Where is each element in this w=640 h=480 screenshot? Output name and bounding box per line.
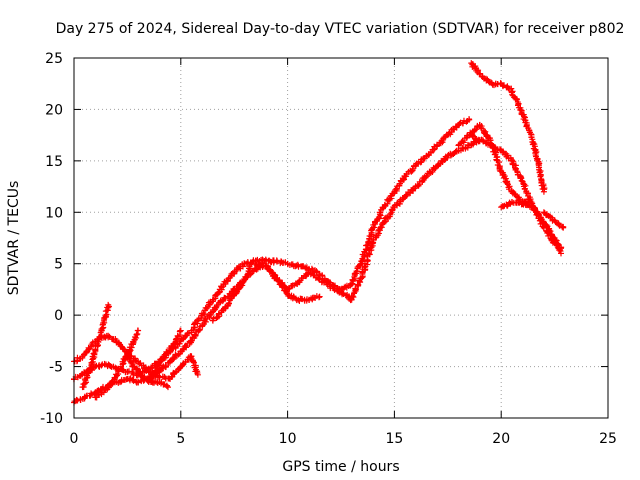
data-point bbox=[449, 125, 456, 132]
data-point bbox=[547, 232, 554, 239]
data-point bbox=[195, 327, 202, 334]
data-point bbox=[252, 260, 259, 267]
series-track-l bbox=[466, 131, 565, 252]
data-point bbox=[530, 204, 537, 211]
data-point bbox=[471, 127, 478, 134]
data-point bbox=[135, 327, 142, 334]
data-point bbox=[381, 201, 388, 208]
data-point bbox=[353, 286, 360, 293]
series-track-i bbox=[252, 260, 323, 304]
data-point bbox=[129, 376, 136, 383]
data-point bbox=[349, 293, 356, 300]
x-tick-label: 10 bbox=[279, 431, 297, 447]
data-point bbox=[88, 359, 95, 366]
data-point bbox=[135, 379, 142, 386]
data-point bbox=[98, 362, 105, 369]
data-point bbox=[216, 289, 223, 296]
series-track-m bbox=[498, 199, 537, 211]
y-tick-label: 15 bbox=[45, 154, 63, 170]
series-track-n bbox=[540, 209, 567, 231]
data-point bbox=[539, 223, 546, 230]
data-point bbox=[114, 367, 121, 374]
y-tick-label: 25 bbox=[45, 51, 63, 67]
data-point bbox=[201, 311, 208, 318]
data-point bbox=[361, 249, 368, 256]
data-point bbox=[560, 224, 567, 231]
data-point bbox=[409, 166, 416, 173]
data-point bbox=[177, 327, 184, 334]
data-point bbox=[378, 223, 385, 230]
x-axis-label: GPS time / hours bbox=[282, 459, 399, 475]
axis-ticks: 0 5 10 15 20 25 -10 -5 0 5 10 15 20 25 bbox=[40, 51, 617, 447]
data-point bbox=[239, 280, 246, 287]
data-point bbox=[408, 168, 415, 175]
data-point bbox=[478, 124, 485, 131]
data-point bbox=[555, 221, 562, 228]
data-point bbox=[187, 338, 194, 345]
data-point bbox=[357, 261, 364, 268]
data-point bbox=[164, 384, 171, 391]
data-point bbox=[279, 284, 286, 291]
data-point bbox=[496, 158, 503, 165]
data-points bbox=[70, 60, 567, 406]
data-point bbox=[486, 141, 493, 148]
y-tick-label: 0 bbox=[54, 308, 63, 324]
data-point bbox=[194, 371, 201, 378]
data-point bbox=[127, 347, 134, 354]
data-point bbox=[466, 116, 473, 123]
data-point bbox=[556, 222, 563, 229]
data-point bbox=[348, 281, 355, 288]
chart-title: Day 275 of 2024, Sidereal Day-to-day VTE… bbox=[56, 21, 625, 37]
x-tick-label: 20 bbox=[492, 431, 510, 447]
data-point bbox=[323, 280, 330, 287]
data-point bbox=[103, 311, 110, 318]
data-point bbox=[105, 301, 112, 308]
y-axis-label: SDTVAR / TECUs bbox=[6, 181, 22, 296]
data-point bbox=[147, 377, 154, 384]
data-point bbox=[92, 346, 99, 353]
data-point bbox=[558, 245, 565, 252]
data-point bbox=[530, 140, 537, 147]
data-point bbox=[460, 139, 467, 146]
data-point bbox=[377, 209, 384, 216]
data-point bbox=[459, 120, 466, 127]
x-tick-label: 15 bbox=[385, 431, 403, 447]
data-point bbox=[190, 358, 197, 365]
data-point bbox=[270, 259, 277, 266]
data-point bbox=[170, 356, 177, 363]
data-point bbox=[558, 250, 565, 257]
y-tick-label: 20 bbox=[45, 102, 63, 118]
data-point bbox=[296, 278, 303, 285]
data-point bbox=[402, 192, 409, 199]
series-track-j bbox=[468, 60, 548, 195]
x-tick-label: 0 bbox=[70, 431, 79, 447]
data-point bbox=[540, 188, 547, 195]
x-tick-label: 25 bbox=[599, 431, 617, 447]
series-track-d bbox=[79, 301, 112, 391]
data-point bbox=[168, 373, 175, 380]
data-point bbox=[365, 250, 372, 257]
y-tick-label: 10 bbox=[45, 205, 63, 221]
data-point bbox=[156, 374, 163, 381]
data-point bbox=[316, 293, 323, 300]
data-point bbox=[438, 157, 445, 164]
y-tick-label: 5 bbox=[54, 257, 63, 273]
data-point bbox=[133, 331, 140, 338]
plot-frame bbox=[73, 57, 609, 419]
data-point bbox=[126, 368, 133, 375]
series-track-g bbox=[145, 327, 184, 385]
data-point bbox=[517, 106, 524, 113]
x-tick-label: 5 bbox=[176, 431, 185, 447]
data-point bbox=[496, 146, 503, 153]
data-point bbox=[225, 300, 232, 307]
y-tick-label: -10 bbox=[40, 411, 63, 427]
data-point bbox=[504, 152, 511, 159]
series-track-h bbox=[209, 260, 255, 324]
y-tick-label: -5 bbox=[49, 360, 63, 376]
